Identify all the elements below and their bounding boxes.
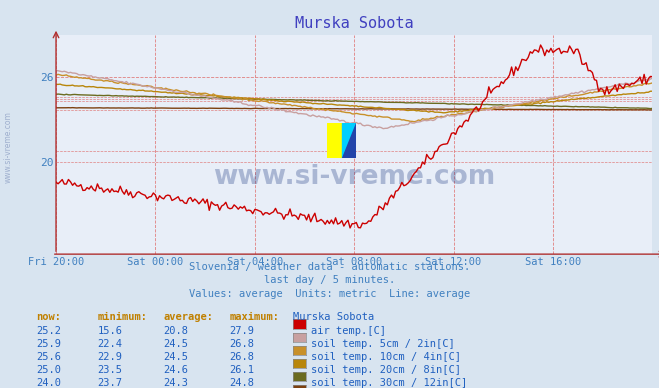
- Text: minimum:: minimum:: [98, 312, 148, 322]
- Text: now:: now:: [36, 312, 61, 322]
- Text: air temp.[C]: air temp.[C]: [311, 326, 386, 336]
- Text: Values: average  Units: metric  Line: average: Values: average Units: metric Line: aver…: [189, 289, 470, 299]
- Text: 22.9: 22.9: [98, 352, 123, 362]
- Bar: [341, 123, 356, 158]
- Text: 23.7: 23.7: [98, 378, 123, 388]
- Text: last day / 5 minutes.: last day / 5 minutes.: [264, 275, 395, 286]
- Text: 26.1: 26.1: [229, 365, 254, 375]
- Text: 24.5: 24.5: [163, 352, 188, 362]
- Text: 24.0: 24.0: [36, 378, 61, 388]
- Text: www.si-vreme.com: www.si-vreme.com: [213, 165, 496, 191]
- Text: 25.6: 25.6: [36, 352, 61, 362]
- Text: www.si-vreme.com: www.si-vreme.com: [3, 111, 13, 184]
- Text: 15.6: 15.6: [98, 326, 123, 336]
- Text: 24.5: 24.5: [163, 339, 188, 349]
- Text: soil temp. 20cm / 8in[C]: soil temp. 20cm / 8in[C]: [311, 365, 461, 375]
- Text: 27.9: 27.9: [229, 326, 254, 336]
- Text: 26.8: 26.8: [229, 352, 254, 362]
- Title: Murska Sobota: Murska Sobota: [295, 16, 414, 31]
- Polygon shape: [341, 123, 356, 158]
- Text: 23.5: 23.5: [98, 365, 123, 375]
- Text: 24.3: 24.3: [163, 378, 188, 388]
- Text: Murska Sobota: Murska Sobota: [293, 312, 374, 322]
- Text: soil temp. 5cm / 2in[C]: soil temp. 5cm / 2in[C]: [311, 339, 455, 349]
- Text: soil temp. 30cm / 12in[C]: soil temp. 30cm / 12in[C]: [311, 378, 467, 388]
- Text: 24.8: 24.8: [229, 378, 254, 388]
- Text: 20.8: 20.8: [163, 326, 188, 336]
- Text: 26.8: 26.8: [229, 339, 254, 349]
- Text: 25.2: 25.2: [36, 326, 61, 336]
- Text: 25.0: 25.0: [36, 365, 61, 375]
- Text: soil temp. 10cm / 4in[C]: soil temp. 10cm / 4in[C]: [311, 352, 461, 362]
- Text: 22.4: 22.4: [98, 339, 123, 349]
- Text: average:: average:: [163, 312, 214, 322]
- Text: maximum:: maximum:: [229, 312, 279, 322]
- Text: 24.6: 24.6: [163, 365, 188, 375]
- Text: Slovenia / weather data - automatic stations.: Slovenia / weather data - automatic stat…: [189, 262, 470, 272]
- Text: 25.9: 25.9: [36, 339, 61, 349]
- Bar: [328, 123, 341, 158]
